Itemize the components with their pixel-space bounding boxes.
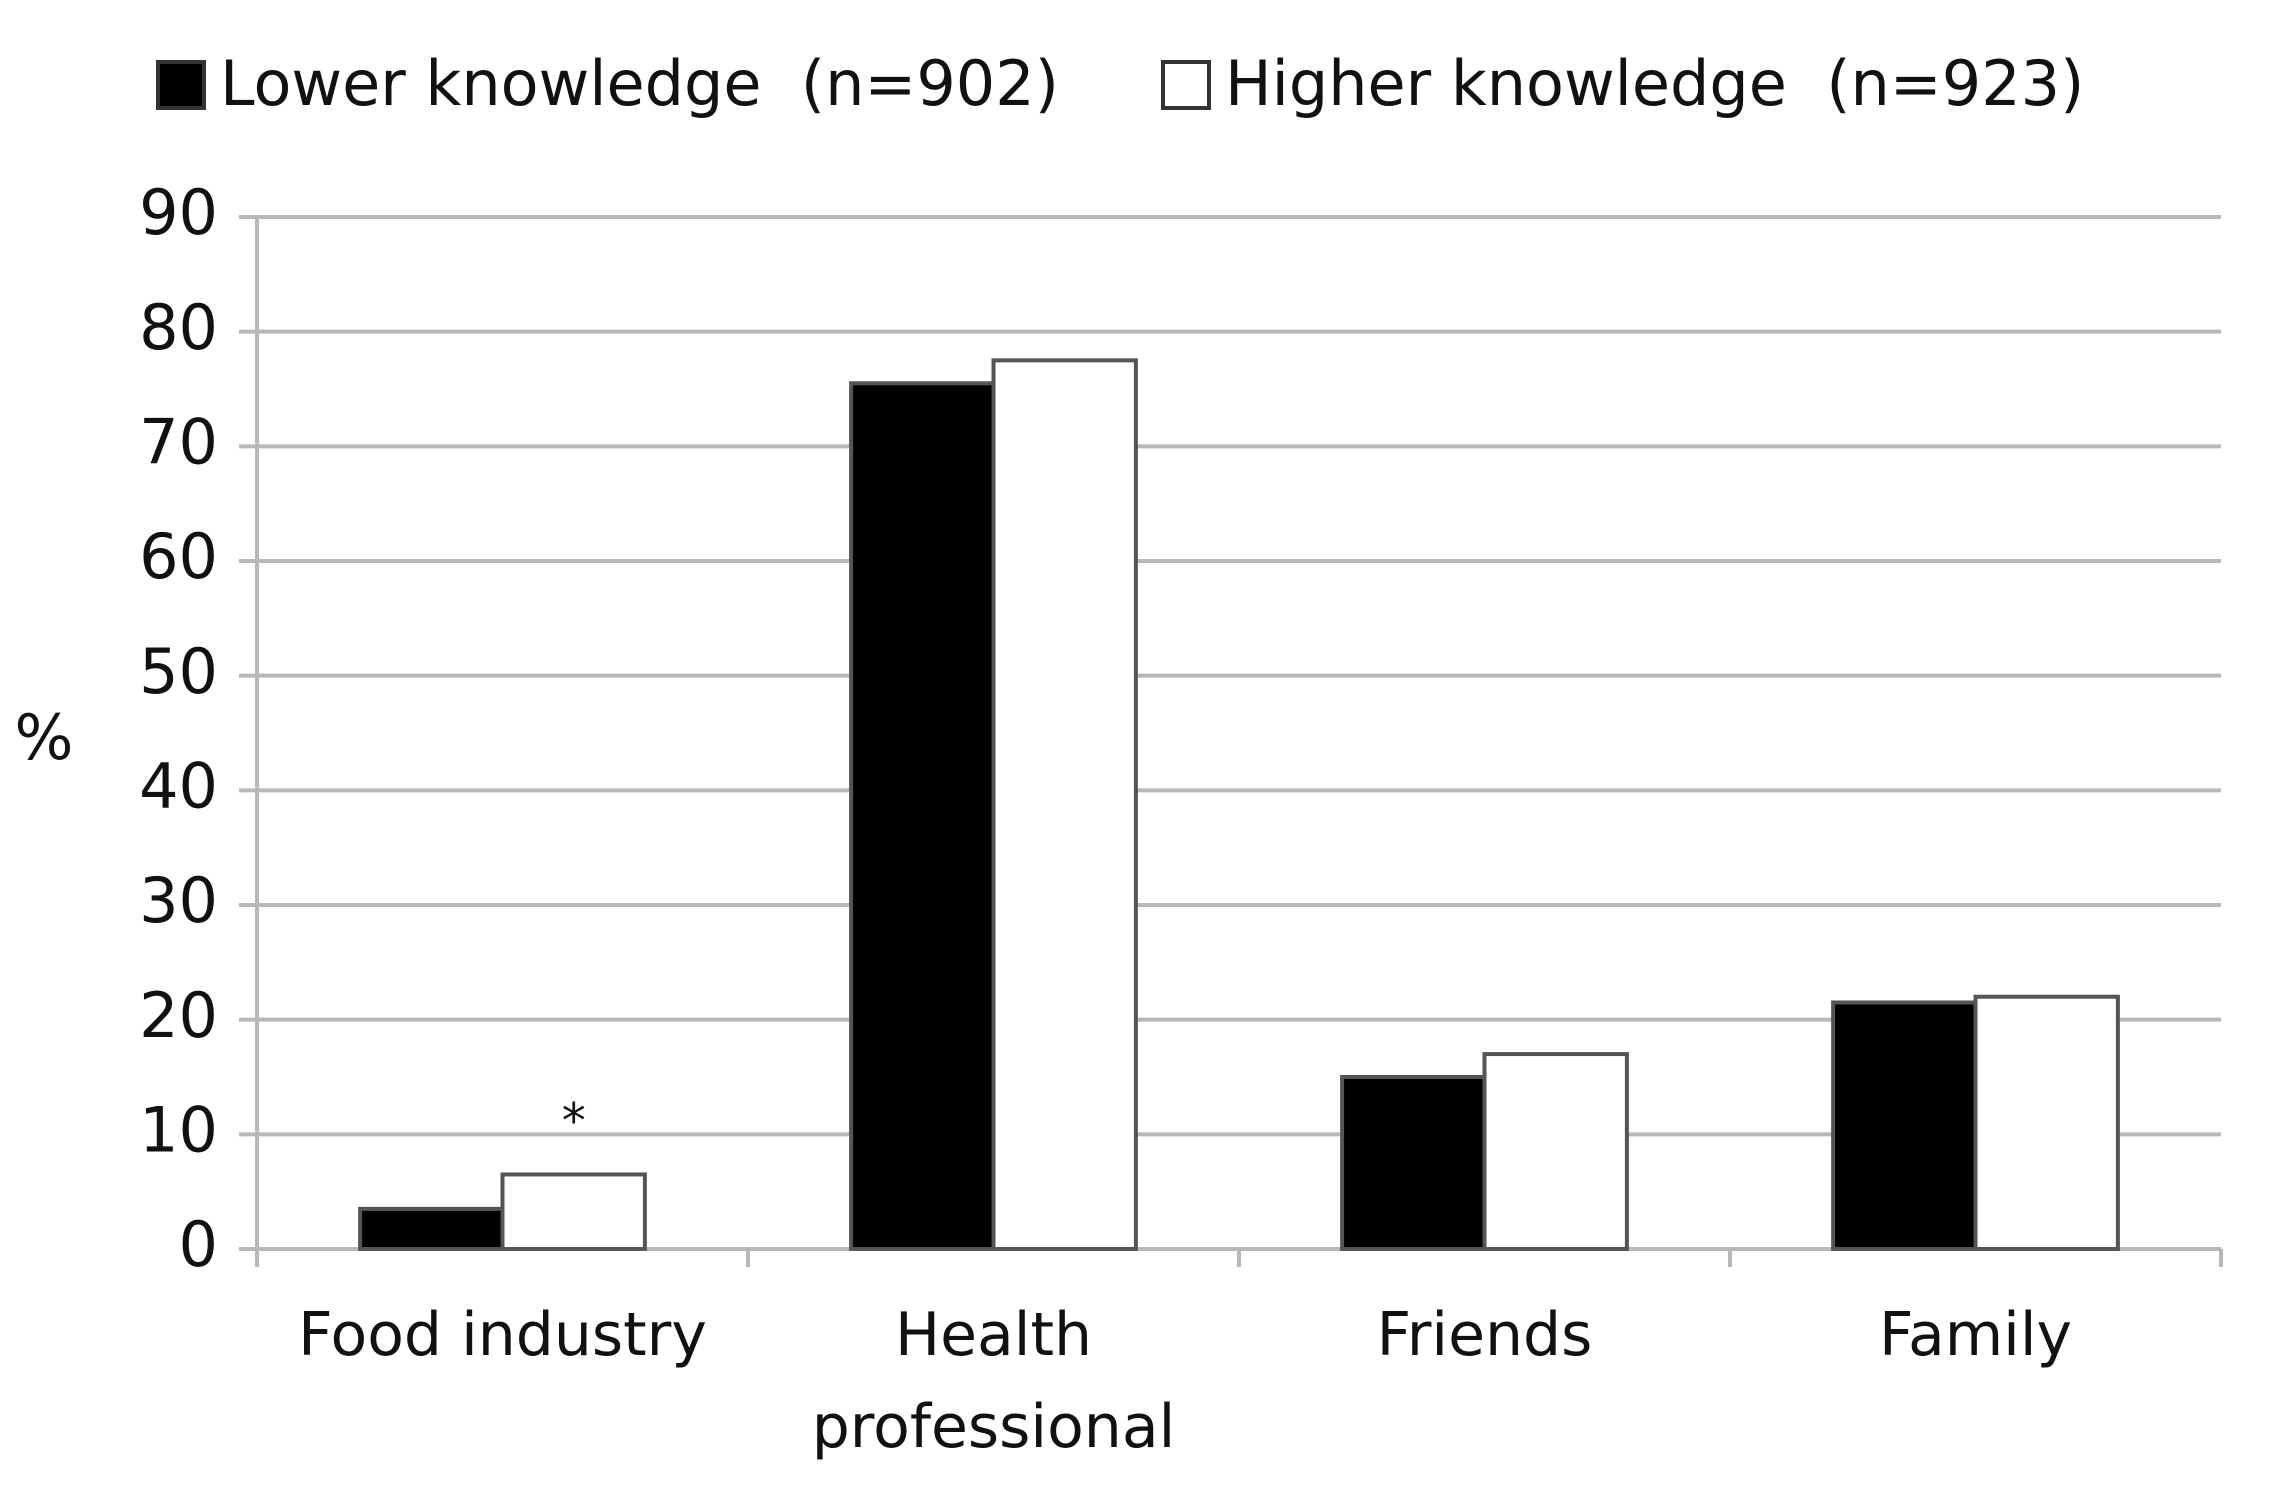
- annotation: *: [562, 1093, 586, 1149]
- x-tick-label: Health professional: [811, 1300, 1176, 1462]
- bar: [991, 358, 1138, 1252]
- y-tick-label: 20: [139, 979, 218, 1052]
- legend-label: Higher knowledge (n=923): [1225, 47, 2084, 120]
- y-axis-label: %: [15, 701, 74, 774]
- y-tick-label: 40: [139, 749, 218, 822]
- y-tick-label: 0: [179, 1208, 218, 1281]
- y-tick-label: 10: [139, 1093, 218, 1166]
- legend-swatch: [1161, 60, 1211, 110]
- bar: [1831, 1000, 1978, 1252]
- y-tick-label: 30: [139, 864, 218, 937]
- y-tick-label: 90: [139, 176, 218, 249]
- bar: [500, 1172, 647, 1252]
- bar: [849, 381, 996, 1251]
- y-tick-label: 70: [139, 405, 218, 478]
- y-tick-label: 50: [139, 635, 218, 708]
- legend-label: Lower knowledge (n=902): [220, 47, 1059, 120]
- bar: [1340, 1075, 1487, 1251]
- x-tick-label: Family: [1878, 1300, 2073, 1370]
- bar: [358, 1206, 505, 1252]
- legend-swatch: [156, 60, 206, 110]
- y-tick-label: 60: [139, 520, 218, 593]
- bar: [1482, 1052, 1629, 1251]
- bar: [1973, 994, 2120, 1251]
- y-tick-label: 80: [139, 291, 218, 364]
- x-tick-label: Food industry: [298, 1300, 707, 1370]
- x-tick-label: Friends: [1376, 1300, 1593, 1370]
